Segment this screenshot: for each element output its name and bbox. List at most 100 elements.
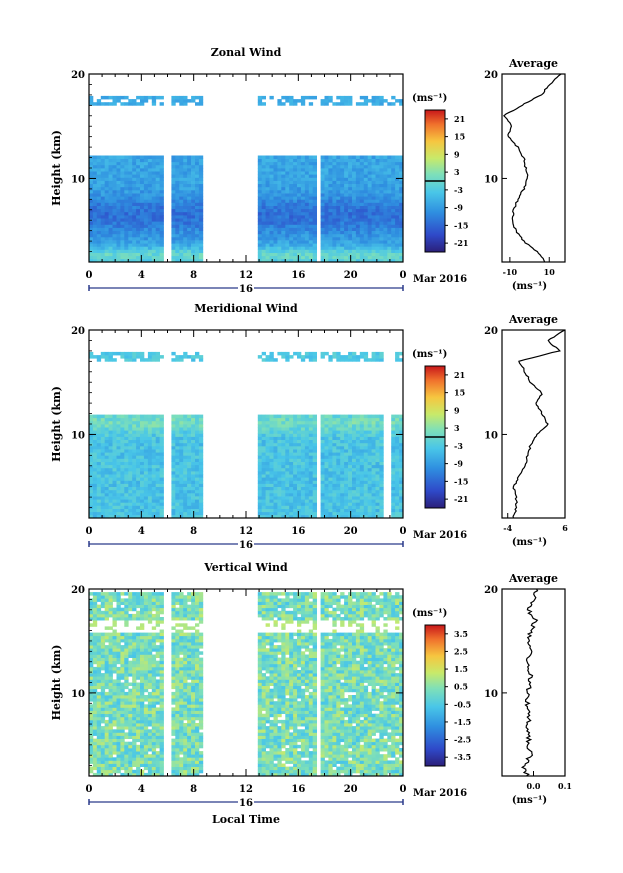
heatmap-cell xyxy=(344,246,349,250)
heatmap-cell xyxy=(136,102,141,106)
panel-title: Zonal Wind xyxy=(211,46,282,59)
heatmap-cell xyxy=(108,704,113,708)
heatmap-cell xyxy=(344,224,349,228)
heatmap-cell xyxy=(179,202,184,206)
heatmap-cell xyxy=(140,499,145,503)
heatmap-cell xyxy=(300,99,306,103)
heatmap-cell xyxy=(89,233,94,238)
heatmap-cell xyxy=(348,471,353,475)
heatmap-cell xyxy=(96,243,102,247)
heatmap-cell xyxy=(124,461,129,466)
heatmap-cell xyxy=(120,199,125,203)
heatmap-cell xyxy=(92,205,98,210)
heatmap-cell xyxy=(128,483,133,487)
heatmap-cell xyxy=(159,433,164,437)
heatmap-cell xyxy=(128,102,133,106)
heatmap-cell xyxy=(179,474,184,478)
heatmap-cell xyxy=(261,224,266,228)
heatmap-cell xyxy=(136,449,141,453)
heatmap-cell xyxy=(336,427,341,431)
heatmap-cell xyxy=(100,196,106,200)
heatmap-cell xyxy=(159,442,164,447)
heatmap-cell xyxy=(387,174,392,178)
heatmap-cell xyxy=(159,471,164,475)
heatmap-cell xyxy=(159,427,164,431)
heatmap-cell xyxy=(159,511,164,516)
heatmap-cell xyxy=(265,199,270,203)
heatmap-cell xyxy=(136,355,141,359)
heatmap-cell xyxy=(136,211,141,216)
heatmap-cell xyxy=(289,480,294,484)
heatmap-cell xyxy=(132,186,137,191)
heatmap-cell xyxy=(391,464,396,469)
heatmap-cell xyxy=(359,486,365,491)
heatmap-cell xyxy=(147,452,153,456)
heatmap-cell xyxy=(355,158,361,163)
heatmap-cell xyxy=(92,613,98,618)
heatmap-cell xyxy=(320,252,325,257)
heatmap-cell xyxy=(269,155,274,159)
colorbar-tick-label: -9 xyxy=(454,459,463,469)
heatmap-cell xyxy=(116,480,121,484)
heatmap-cell xyxy=(96,670,102,674)
heatmap-cell xyxy=(352,436,357,440)
heatmap-cell xyxy=(355,224,361,228)
heatmap-cell xyxy=(143,202,149,206)
heatmap-cell xyxy=(395,436,400,440)
heatmap-cell xyxy=(312,215,317,219)
heatmap-cell xyxy=(285,258,290,263)
heatmap-cell xyxy=(367,174,372,178)
heatmap-cell xyxy=(328,511,333,516)
heatmap-cell xyxy=(336,464,341,469)
heatmap-cell xyxy=(367,99,372,103)
heatmap-cell xyxy=(371,246,376,250)
heatmap-cell xyxy=(304,464,310,469)
colorbar-tick-label: 3 xyxy=(454,423,460,433)
heatmap-cell xyxy=(304,489,310,494)
heatmap-cell xyxy=(89,754,94,758)
heatmap-cell xyxy=(352,171,357,175)
heatmap-cell xyxy=(344,211,349,216)
heatmap-cell xyxy=(108,427,113,431)
heatmap-cell xyxy=(257,414,263,419)
heatmap-cell xyxy=(277,240,282,244)
heatmap-cell xyxy=(308,496,314,500)
heatmap-cell xyxy=(336,224,341,228)
heatmap-cell xyxy=(116,233,121,238)
heatmap-cell xyxy=(269,168,274,172)
heatmap-cell xyxy=(171,480,176,484)
heatmap-cell xyxy=(399,189,404,194)
heatmap-cell xyxy=(159,205,164,210)
heatmap-cell xyxy=(367,499,372,503)
heatmap-cell xyxy=(344,255,349,260)
heatmap-cell xyxy=(328,236,333,241)
heatmap-cell xyxy=(132,455,137,459)
heatmap-cell xyxy=(143,208,149,213)
heatmap-cell xyxy=(265,499,270,503)
heatmap-cell xyxy=(297,215,302,219)
heatmap-cell xyxy=(293,215,298,219)
heatmap-cell xyxy=(128,255,133,260)
heatmap-cell xyxy=(132,449,137,453)
heatmap-cell xyxy=(261,193,266,197)
heatmap-cell xyxy=(363,95,369,100)
heatmap-cell xyxy=(155,161,160,166)
heatmap-cell xyxy=(104,211,109,216)
heatmap-cell xyxy=(363,355,369,359)
heatmap-cell xyxy=(92,486,98,491)
heatmap-cell xyxy=(332,464,337,469)
heatmap-cell xyxy=(340,95,345,100)
heatmap-cell xyxy=(195,193,200,197)
heatmap-cell xyxy=(399,221,404,225)
heatmap-cell xyxy=(328,171,333,175)
heatmap-cell xyxy=(112,183,117,188)
heatmap-cell xyxy=(324,99,329,103)
heatmap-cell xyxy=(257,255,263,260)
heatmap-cell xyxy=(257,215,263,219)
heatmap-cell xyxy=(100,243,106,247)
heatmap-cell xyxy=(359,227,365,231)
heatmap-cell xyxy=(261,177,266,181)
heatmap-cell xyxy=(261,95,266,100)
heatmap-cell xyxy=(285,480,290,484)
heatmap-cell xyxy=(108,174,113,178)
